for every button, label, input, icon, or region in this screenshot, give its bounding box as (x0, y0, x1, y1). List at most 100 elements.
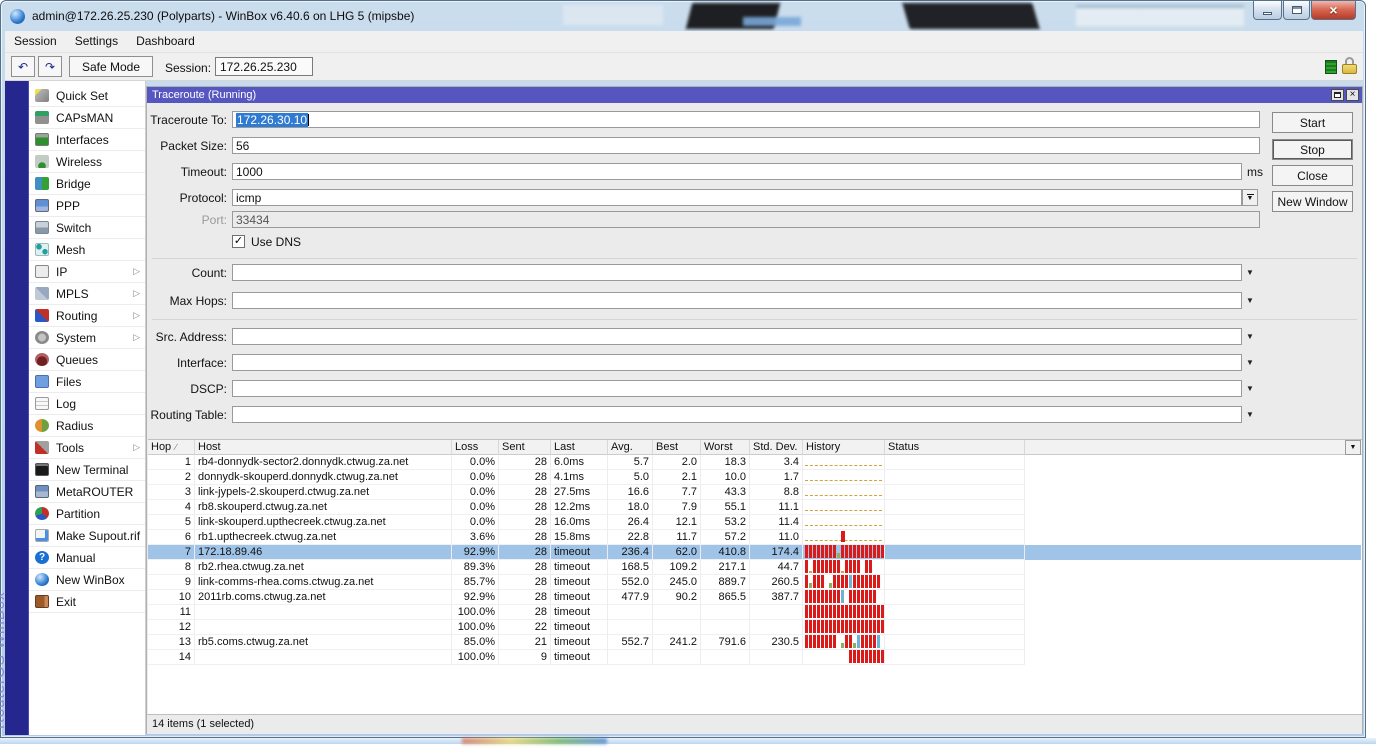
sidebar-item-log[interactable]: Log (29, 393, 145, 415)
to-row: Traceroute To: 172.26.30.10 (147, 111, 1362, 128)
session-input[interactable]: 172.26.25.230 (215, 57, 313, 76)
maxhops-field[interactable] (232, 292, 1242, 309)
sidebar-item-bridge[interactable]: Bridge (29, 173, 145, 195)
stop-button[interactable]: Stop (1272, 139, 1353, 160)
dscp-dropdown-arrow[interactable]: ▼ (1246, 384, 1254, 393)
sidebar-item-mpls[interactable]: MPLS ▷ (29, 283, 145, 305)
sidebar-item-make-supout-rif[interactable]: Make Supout.rif (29, 525, 145, 547)
packet-field[interactable]: 56 (232, 137, 1260, 154)
column-header-hop[interactable]: Hop ∕ (148, 440, 195, 455)
sidebar-item-wireless[interactable]: Wireless (29, 151, 145, 173)
sidebar-item-mesh[interactable]: Mesh (29, 239, 145, 261)
hop-row-12[interactable]: 12 100.0% 22 timeout (148, 620, 1361, 635)
sidebar-item-label: Manual (56, 551, 96, 565)
sidebar-item-metarouter[interactable]: MetaROUTER (29, 481, 145, 503)
sidebar-item-exit[interactable]: Exit (29, 591, 145, 613)
hop-row-13[interactable]: 13 rb5.coms.ctwug.za.net 85.0% 21 timeout 552… (148, 635, 1361, 650)
use-dns-checkbox[interactable]: ✓ (232, 235, 245, 248)
menu-settings[interactable]: Settings (74, 34, 119, 48)
minimize-button[interactable] (1253, 1, 1282, 20)
menu-dashboard[interactable]: Dashboard (136, 34, 195, 48)
sidebar-item-files[interactable]: Files (29, 371, 145, 393)
new-window-button[interactable]: New Window (1272, 191, 1353, 212)
column-header-status[interactable]: Status (885, 440, 1025, 455)
sidebar-item-quick-set[interactable]: Quick Set (29, 85, 145, 107)
column-header-host[interactable]: Host (195, 440, 452, 455)
column-header-worst[interactable]: Worst (701, 440, 750, 455)
column-header-std-dev[interactable]: Std. Dev. (750, 440, 803, 455)
column-header-sent[interactable]: Sent (499, 440, 551, 455)
sidebar-item-ip[interactable]: IP ▷ (29, 261, 145, 283)
iface-field[interactable] (232, 354, 1242, 371)
maxhops-dropdown-arrow[interactable]: ▼ (1246, 296, 1254, 305)
hop-row-9[interactable]: 9 link-comms-rhea.coms.ctwug.za.net 85.7% 2… (148, 575, 1361, 590)
hop-row-14[interactable]: 14 100.0% 9 timeout (148, 650, 1361, 665)
history-bar (821, 545, 824, 558)
hop-row-2[interactable]: 2 donnydk-skouperd.donnydk.ctwug.za.net 0.… (148, 470, 1361, 485)
column-header-best[interactable]: Best (653, 440, 701, 455)
partition-icon (35, 507, 49, 520)
iface-dropdown-arrow[interactable]: ▼ (1246, 358, 1254, 367)
sidebar-item-partition[interactable]: Partition (29, 503, 145, 525)
hop-row-8[interactable]: 8 rb2.rhea.ctwug.za.net 89.3% 28 timeout 168.… (148, 560, 1361, 575)
protocol-field[interactable]: icmp (232, 189, 1242, 206)
count-field[interactable] (232, 264, 1242, 281)
dialog-titlebar[interactable]: Traceroute (Running) × (147, 87, 1362, 103)
undo-button[interactable]: ↶ (11, 56, 35, 77)
hop-row-10[interactable]: 10 2011rb.coms.ctwug.za.net 92.9% 28 timeout… (148, 590, 1361, 605)
sidebar-item-tools[interactable]: Tools ▷ (29, 437, 145, 459)
cell-hop: 13 (148, 635, 195, 650)
column-header-last[interactable]: Last (551, 440, 608, 455)
port-field[interactable]: 33434 (232, 211, 1260, 228)
to-field[interactable]: 172.26.30.10 (232, 111, 1260, 128)
dscp-field[interactable] (232, 380, 1242, 397)
timeout-field[interactable]: 1000 (232, 163, 1242, 180)
maximize-button[interactable] (1283, 1, 1310, 20)
column-header-avg[interactable]: Avg. (608, 440, 653, 455)
sidebar-item-queues[interactable]: Queues (29, 349, 145, 371)
column-header-loss[interactable]: Loss (452, 440, 499, 455)
sidebar-item-new-winbox[interactable]: New WinBox (29, 569, 145, 591)
hop-row-1[interactable]: 1 rb4-donnydk-sector2.donnydk.ctwug.za.ne… (148, 455, 1361, 470)
menu-session[interactable]: Session (14, 34, 57, 48)
hop-row-11[interactable]: 11 100.0% 28 timeout (148, 605, 1361, 620)
history-bar (869, 620, 872, 633)
sidebar-item-ppp[interactable]: PPP (29, 195, 145, 217)
sidebar-item-label: Tools (56, 441, 85, 455)
history-bar (809, 583, 812, 588)
cell-best: 2.0 (653, 455, 701, 470)
history-bar (873, 620, 876, 633)
dialog-close-button[interactable]: × (1346, 89, 1359, 101)
hop-row-7[interactable]: 7 172.18.89.46 92.9% 28 timeout 236.4 62.0 410.… (148, 545, 1361, 560)
close-button[interactable]: Close (1272, 165, 1353, 186)
safe-mode-button[interactable]: Safe Mode (69, 56, 153, 77)
cell-avg: 22.8 (608, 530, 653, 545)
start-button[interactable]: Start (1272, 112, 1353, 133)
column-header-history[interactable]: History (803, 440, 885, 455)
header-dropdown-button[interactable]: ▼ (1345, 440, 1361, 455)
hop-row-5[interactable]: 5 link-skouperd.upthecreek.ctwug.za.net 0.… (148, 515, 1361, 530)
dialog-restore-button[interactable] (1331, 89, 1344, 101)
redo-button[interactable]: ↷ (38, 56, 62, 77)
cell-last: 6.0ms (551, 455, 608, 470)
sidebar-item-system[interactable]: System ▷ (29, 327, 145, 349)
rtable-dropdown-arrow[interactable]: ▼ (1246, 410, 1254, 419)
sidebar-item-radius[interactable]: Radius (29, 415, 145, 437)
sidebar-item-interfaces[interactable]: Interfaces (29, 129, 145, 151)
sidebar-item-capsman[interactable]: CAPsMAN (29, 107, 145, 129)
sidebar-item-routing[interactable]: Routing ▷ (29, 305, 145, 327)
hop-row-4[interactable]: 4 rb8.skouperd.ctwug.za.net 0.0% 28 12.2ms 18… (148, 500, 1361, 515)
close-button[interactable]: × (1311, 1, 1356, 20)
src-dropdown-arrow[interactable]: ▼ (1246, 332, 1254, 341)
window-titlebar[interactable]: admin@172.26.25.230 (Polyparts) - WinBox… (1, 1, 1365, 31)
rtable-field[interactable] (232, 406, 1242, 423)
hop-row-6[interactable]: 6 rb1.upthecreek.ctwug.za.net 3.6% 28 15.8ms… (148, 530, 1361, 545)
count-dropdown-arrow[interactable]: ▼ (1246, 268, 1254, 277)
sidebar-item-new-terminal[interactable]: New Terminal (29, 459, 145, 481)
sidebar-item-manual[interactable]: ? Manual (29, 547, 145, 569)
protocol-combo-button[interactable]: ▼ (1242, 189, 1258, 206)
sidebar-item-switch[interactable]: Switch (29, 217, 145, 239)
hop-row-3[interactable]: 3 link-jypels-2.skouperd.ctwug.za.net 0.0%… (148, 485, 1361, 500)
src-field[interactable] (232, 328, 1242, 345)
cell-last: timeout (551, 605, 608, 620)
